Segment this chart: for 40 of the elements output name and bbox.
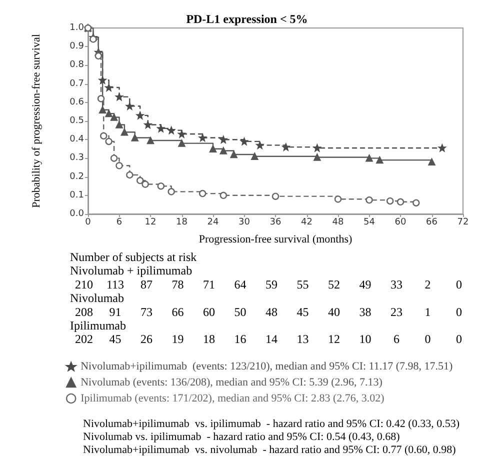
x-axis-title: Progression-free survival (months) (198, 234, 353, 246)
text: Nivolumab (70, 291, 124, 306)
text: Nivolumab vs. ipilimumab - hazard ratio and 95% CI: 0.54 (0.43, 0.68) (83, 431, 400, 443)
y-tick-label: 1.0 (70, 23, 84, 33)
legend-label: Nivolumab (events: 136/208), median and 95% CI: 5.39 (2.96, 7.13) (80, 376, 383, 388)
x-tick-label: 12 (144, 218, 156, 228)
y-tick-label: 0.3 (70, 153, 84, 164)
y-tick-label: 0.4 (70, 134, 84, 145)
y-tick-label: 0.1 (70, 190, 84, 200)
x-tick-label: 18 (176, 218, 188, 228)
legend-label: Nivolumab+ipilimumab (events: 123/210), median and 95% CI: 11.17 (7.98, 17.51) (80, 360, 454, 372)
x-tick-label: 42 (301, 218, 312, 228)
text: Nivolumab+ipilimumab vs. nivolumab - hazard ratio and 95% CI: 0.77 (0.60, 0.98) (83, 444, 456, 456)
y-tick-label: 0.6 (70, 97, 84, 108)
x-tick-label: 0 (85, 218, 92, 228)
y-axis-title: Probability of progression-free survival (30, 34, 42, 208)
chart-title: PD-L1 expression < 5% (186, 12, 308, 26)
text: Number of subjects at risk (70, 250, 197, 264)
x-tick-label: 30 (238, 218, 250, 228)
x-tick-label: 36 (270, 218, 282, 228)
y-tick-label: 0.9 (70, 42, 84, 52)
x-tick-label: 66 (426, 218, 438, 228)
x-tick-label: 6 (116, 218, 122, 228)
x-tick-label: 48 (332, 218, 344, 228)
y-tick-label: 0.0 (70, 209, 84, 219)
y-tick-label: 0.7 (70, 78, 84, 89)
text: Nivolumab + ipilimumab (70, 264, 192, 278)
text: 202 45 26 19 18 16 14 13 12 10 6 0 0 (75, 332, 462, 346)
y-tick-label: 0.5 (70, 116, 84, 126)
x-tick-label: 60 (394, 218, 406, 228)
x-tick-label: 72 (457, 218, 469, 228)
text: Nivolumab+ipilimumab vs. ipilimumab - hazard ratio and 95% CI: 0.42 (0.33, 0.53) (83, 418, 460, 430)
x-tick-label: 24 (207, 218, 219, 228)
text: 210 113 87 78 71 64 59 55 52 49 33 2 0 (75, 277, 462, 292)
legend-label: Ipilimumab (events: 171/202), median and 95% CI: 2.83 (2.76, 3.02) (80, 392, 385, 404)
text: Ipilimumab (70, 318, 126, 332)
y-tick-label: 0.2 (70, 172, 84, 182)
y-tick-label: 0.8 (70, 60, 84, 70)
x-tick-label: 54 (364, 218, 376, 228)
text: 208 91 73 66 60 50 48 45 40 38 23 1 0 (75, 304, 462, 319)
